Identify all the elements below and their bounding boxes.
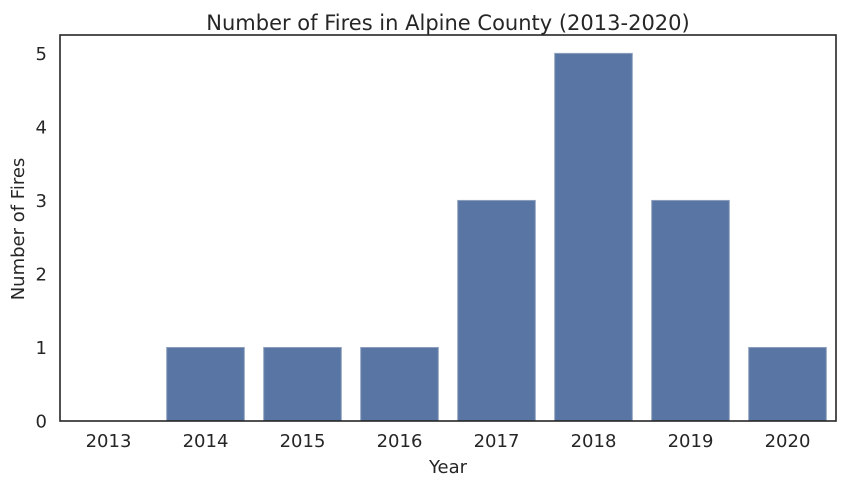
y-tick-label: 2: [36, 264, 47, 285]
x-tick-label: 2015: [280, 431, 326, 452]
bar-2020: [748, 346, 827, 422]
chart-title: Number of Fires in Alpine County (2013-2…: [206, 11, 689, 35]
y-axis-label: Number of Fires: [8, 158, 29, 301]
x-tick-label: 2017: [474, 431, 520, 452]
y-tick-label: 0: [36, 412, 47, 433]
plot-area-frame: [59, 34, 837, 422]
bar-2017: [457, 199, 536, 422]
bars-layer: [166, 52, 827, 422]
bar-2018: [554, 52, 633, 422]
x-tick-label: 2013: [86, 431, 132, 452]
x-tick-label: 2020: [765, 431, 811, 452]
bar-2015: [263, 346, 342, 422]
y-tick-label: 4: [36, 117, 47, 138]
x-tick-label: 2019: [668, 431, 714, 452]
y-tick-label: 3: [36, 191, 47, 212]
x-tick-label: 2014: [183, 431, 229, 452]
x-tick-label: 2018: [571, 431, 617, 452]
bar-2016: [360, 346, 439, 422]
bar-2019: [651, 199, 730, 422]
x-axis-label: Year: [428, 457, 468, 478]
y-tick-label: 1: [36, 338, 47, 359]
ticks-layer: 2013 2014 2015 2016 2017 2018 2019 2020 0 1 2 3 4 5: [36, 44, 811, 452]
bar-2014: [166, 346, 245, 422]
y-tick-label: 5: [36, 44, 47, 65]
x-tick-label: 2016: [377, 431, 423, 452]
